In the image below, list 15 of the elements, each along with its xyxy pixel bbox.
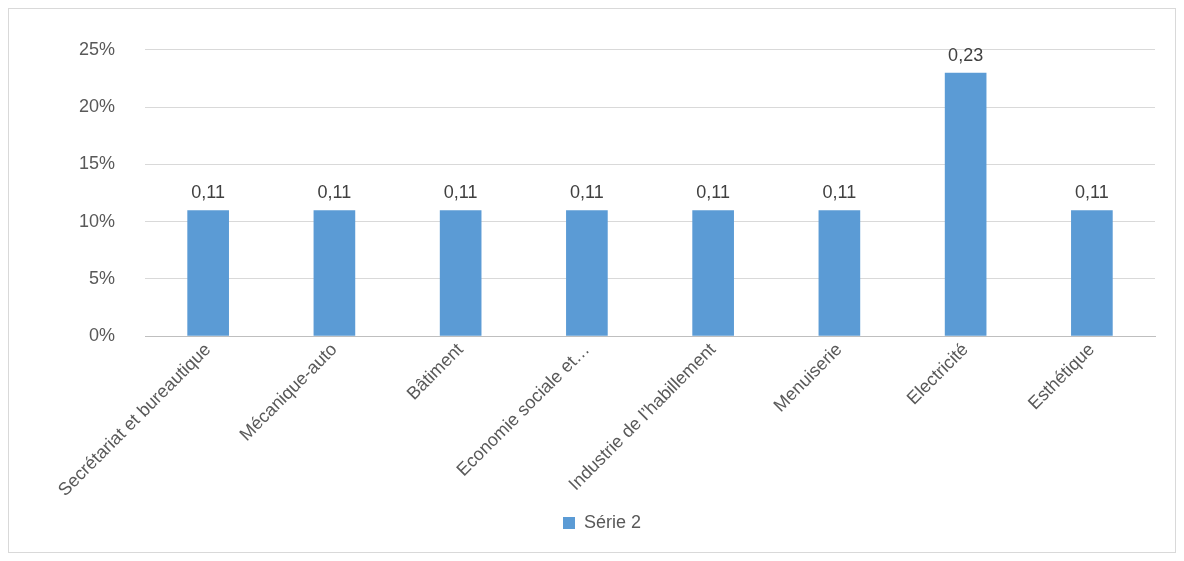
data-label: 0,23 <box>948 44 984 65</box>
y-tick-label: 20% <box>79 96 116 117</box>
data-label: 0,11 <box>570 182 604 203</box>
data-label: 0,11 <box>1075 182 1109 203</box>
y-tick-label: 25% <box>79 38 116 59</box>
y-tick-label: 0% <box>89 325 116 346</box>
data-label: 0,11 <box>443 182 478 203</box>
legend-label: Série 2 <box>583 511 642 532</box>
data-label: 0,11 <box>822 182 857 203</box>
data-label: 0,11 <box>696 182 730 203</box>
y-tick-label: 15% <box>79 153 116 174</box>
data-label: 0,11 <box>191 182 225 203</box>
data-label: 0,11 <box>317 182 352 203</box>
y-tick-label: 5% <box>89 267 116 288</box>
y-tick-label: 10% <box>79 210 116 231</box>
